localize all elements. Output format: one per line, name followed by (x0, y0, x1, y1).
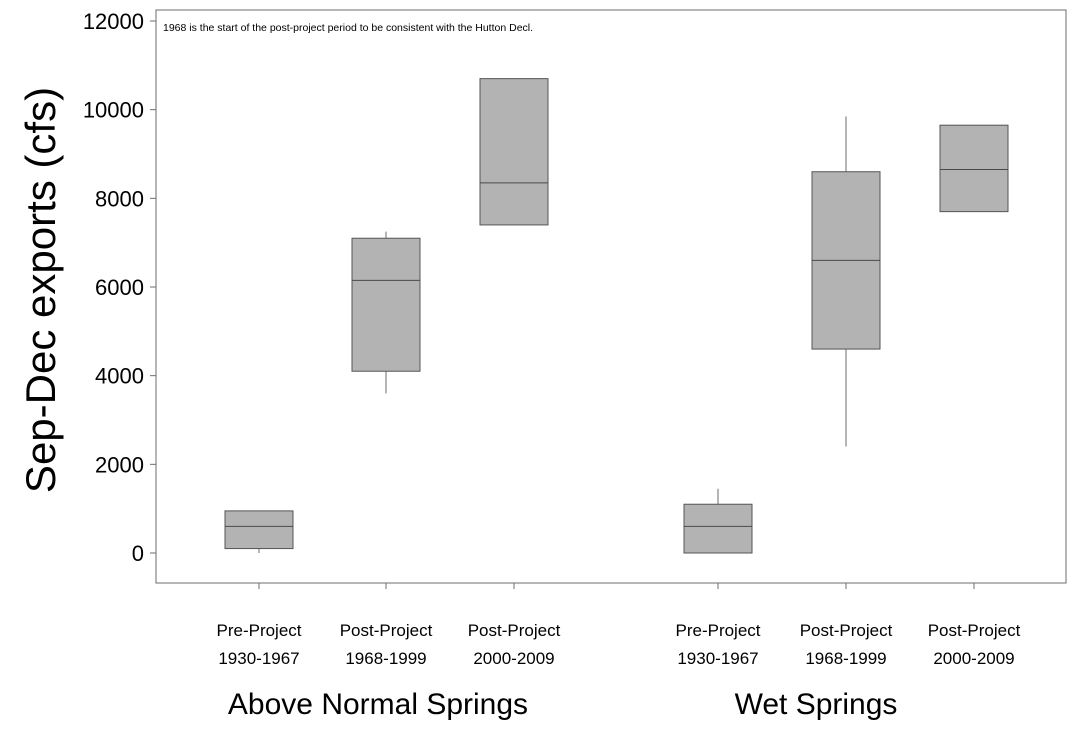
boxes (224, 78, 1009, 554)
y-tick-label: 0 (132, 541, 144, 566)
category-label-line1: Post-Project (340, 621, 433, 640)
y-tick-label: 8000 (95, 186, 144, 211)
y-tick-label: 6000 (95, 275, 144, 300)
category-label-line1: Post-Project (800, 621, 893, 640)
category-label-line1: Post-Project (928, 621, 1021, 640)
group-label: Above Normal Springs (228, 688, 528, 721)
category-label-line1: Pre-Project (675, 621, 760, 640)
category-labels: Pre-Project 1930-1967 Post-Project 1968-199… (216, 621, 1020, 721)
category-label-line2: 2000-2009 (473, 649, 554, 668)
y-tick-label: 12000 (83, 9, 144, 34)
y-axis-title: Sep-Dec exports (cfs) (17, 87, 64, 493)
category-label-line1: Pre-Project (216, 621, 301, 640)
category-label-line2: 1968-1999 (345, 649, 426, 668)
y-tick-label: 2000 (95, 452, 144, 477)
box-iqr (479, 78, 549, 226)
box-iqr (683, 503, 753, 554)
box-iqr (939, 124, 1009, 213)
category-label-line2: 1930-1967 (218, 649, 299, 668)
group-label: Wet Springs (735, 688, 898, 721)
y-tick-label: 4000 (95, 364, 144, 389)
category-label-line2: 1930-1967 (677, 649, 758, 668)
box-iqr (224, 510, 294, 550)
category-label-line2: 2000-2009 (933, 649, 1014, 668)
plot-frame (155, 9, 1067, 584)
y-tick-label: 10000 (83, 98, 144, 123)
category-label-line1: Post-Project (468, 621, 561, 640)
box-iqr (351, 237, 421, 372)
annotation-note: 1968 is the start of the post-project pe… (163, 22, 533, 34)
axes: 0 2000 4000 6000 8000 10000 12000 (83, 9, 975, 589)
category-label-line2: 1968-1999 (805, 649, 886, 668)
